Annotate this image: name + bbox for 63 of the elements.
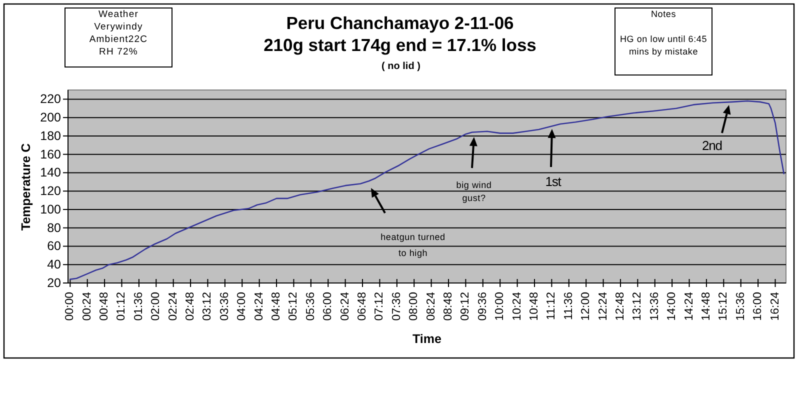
- x-tick-label: 03:12: [202, 292, 214, 321]
- x-tick-label: 03:36: [218, 292, 231, 321]
- x-tick-label: 05:36: [304, 292, 317, 321]
- y-tick-label: 180: [40, 128, 62, 143]
- x-tick-label: 08:24: [425, 291, 438, 321]
- x-axis-title: Time: [412, 332, 442, 346]
- y-tick-label: 120: [40, 184, 62, 198]
- x-tick-label: 00:48: [98, 292, 111, 321]
- x-tick-label: 00:24: [81, 291, 94, 321]
- x-tick-label: 12:48: [614, 292, 626, 321]
- x-tick-label: 16:24: [769, 291, 782, 321]
- x-tick-label: 12:24: [597, 291, 610, 321]
- x-tick-label: 10:24: [511, 291, 524, 321]
- x-tick-label: 14:48: [700, 292, 712, 321]
- y-tick-label: 160: [40, 147, 62, 162]
- annotation: 2nd: [702, 138, 722, 152]
- annotation: 1st: [545, 174, 562, 188]
- x-tick-label: 10:00: [494, 292, 506, 321]
- x-tick-label: 13:12: [632, 292, 644, 321]
- x-tick-label: 07:12: [374, 292, 386, 321]
- y-tick-label: 40: [47, 258, 62, 272]
- y-tick-label: 140: [40, 166, 62, 180]
- x-tick-label: 14:00: [666, 292, 678, 321]
- x-tick-label: 05:12: [288, 292, 300, 321]
- chart-subtitle: ( no lid ): [382, 61, 420, 72]
- x-tick-label: 02:00: [150, 292, 162, 321]
- x-tick-label: 01:12: [116, 292, 128, 321]
- x-tick-label: 06:00: [322, 292, 334, 321]
- x-tick-label: 13:36: [648, 292, 661, 321]
- y-tick-label: 100: [40, 202, 62, 216]
- y-tick-label: 20: [47, 276, 62, 290]
- x-tick-label: 09:36: [476, 292, 489, 321]
- x-tick-label: 15:12: [718, 292, 730, 321]
- y-tick-label: 60: [47, 239, 62, 254]
- x-tick-label: 09:12: [460, 292, 472, 321]
- annotation: big wind gust?: [456, 180, 492, 203]
- x-tick-label: 04:48: [270, 292, 283, 321]
- x-tick-label: 02:48: [184, 292, 197, 321]
- y-tick-label: 220: [40, 92, 62, 106]
- y-tick-label: 80: [47, 220, 62, 235]
- x-tick-label: 06:24: [339, 291, 352, 321]
- annotation: heatgun turned to high: [380, 232, 446, 258]
- x-tick-label: 06:48: [356, 292, 369, 321]
- chart-title: Peru Chanchamayo 2-11-06 210g start 174g end = 17.1% loss: [264, 13, 537, 55]
- x-tick-label: 04:24: [253, 291, 266, 321]
- x-tick-label: 14:24: [683, 291, 696, 321]
- x-tick-label: 08:48: [442, 292, 454, 321]
- text: Notes HG on low until 6:45 mins by mistake: [620, 9, 708, 56]
- text: Weather Verywindy Ambient22C RH 72%: [89, 8, 148, 57]
- x-tick-label: 04:00: [236, 292, 248, 321]
- x-tick-label: 12:00: [580, 292, 592, 321]
- y-tick-label: 200: [40, 110, 62, 125]
- x-tick-label: 11:36: [562, 292, 575, 320]
- x-tick-label: 15:36: [734, 292, 747, 321]
- x-tick-label: 07:36: [390, 292, 403, 321]
- x-tick-label: 08:00: [408, 292, 420, 321]
- y-axis-title: Temperature C: [19, 143, 33, 231]
- x-tick-label: 11:12: [546, 292, 558, 320]
- x-tick-label: 16:00: [752, 292, 764, 321]
- x-tick-label: 01:36: [132, 292, 145, 321]
- x-tick-label: 00:00: [64, 292, 76, 321]
- x-tick-label: 10:48: [528, 292, 540, 321]
- x-tick-label: 02:24: [167, 291, 180, 321]
